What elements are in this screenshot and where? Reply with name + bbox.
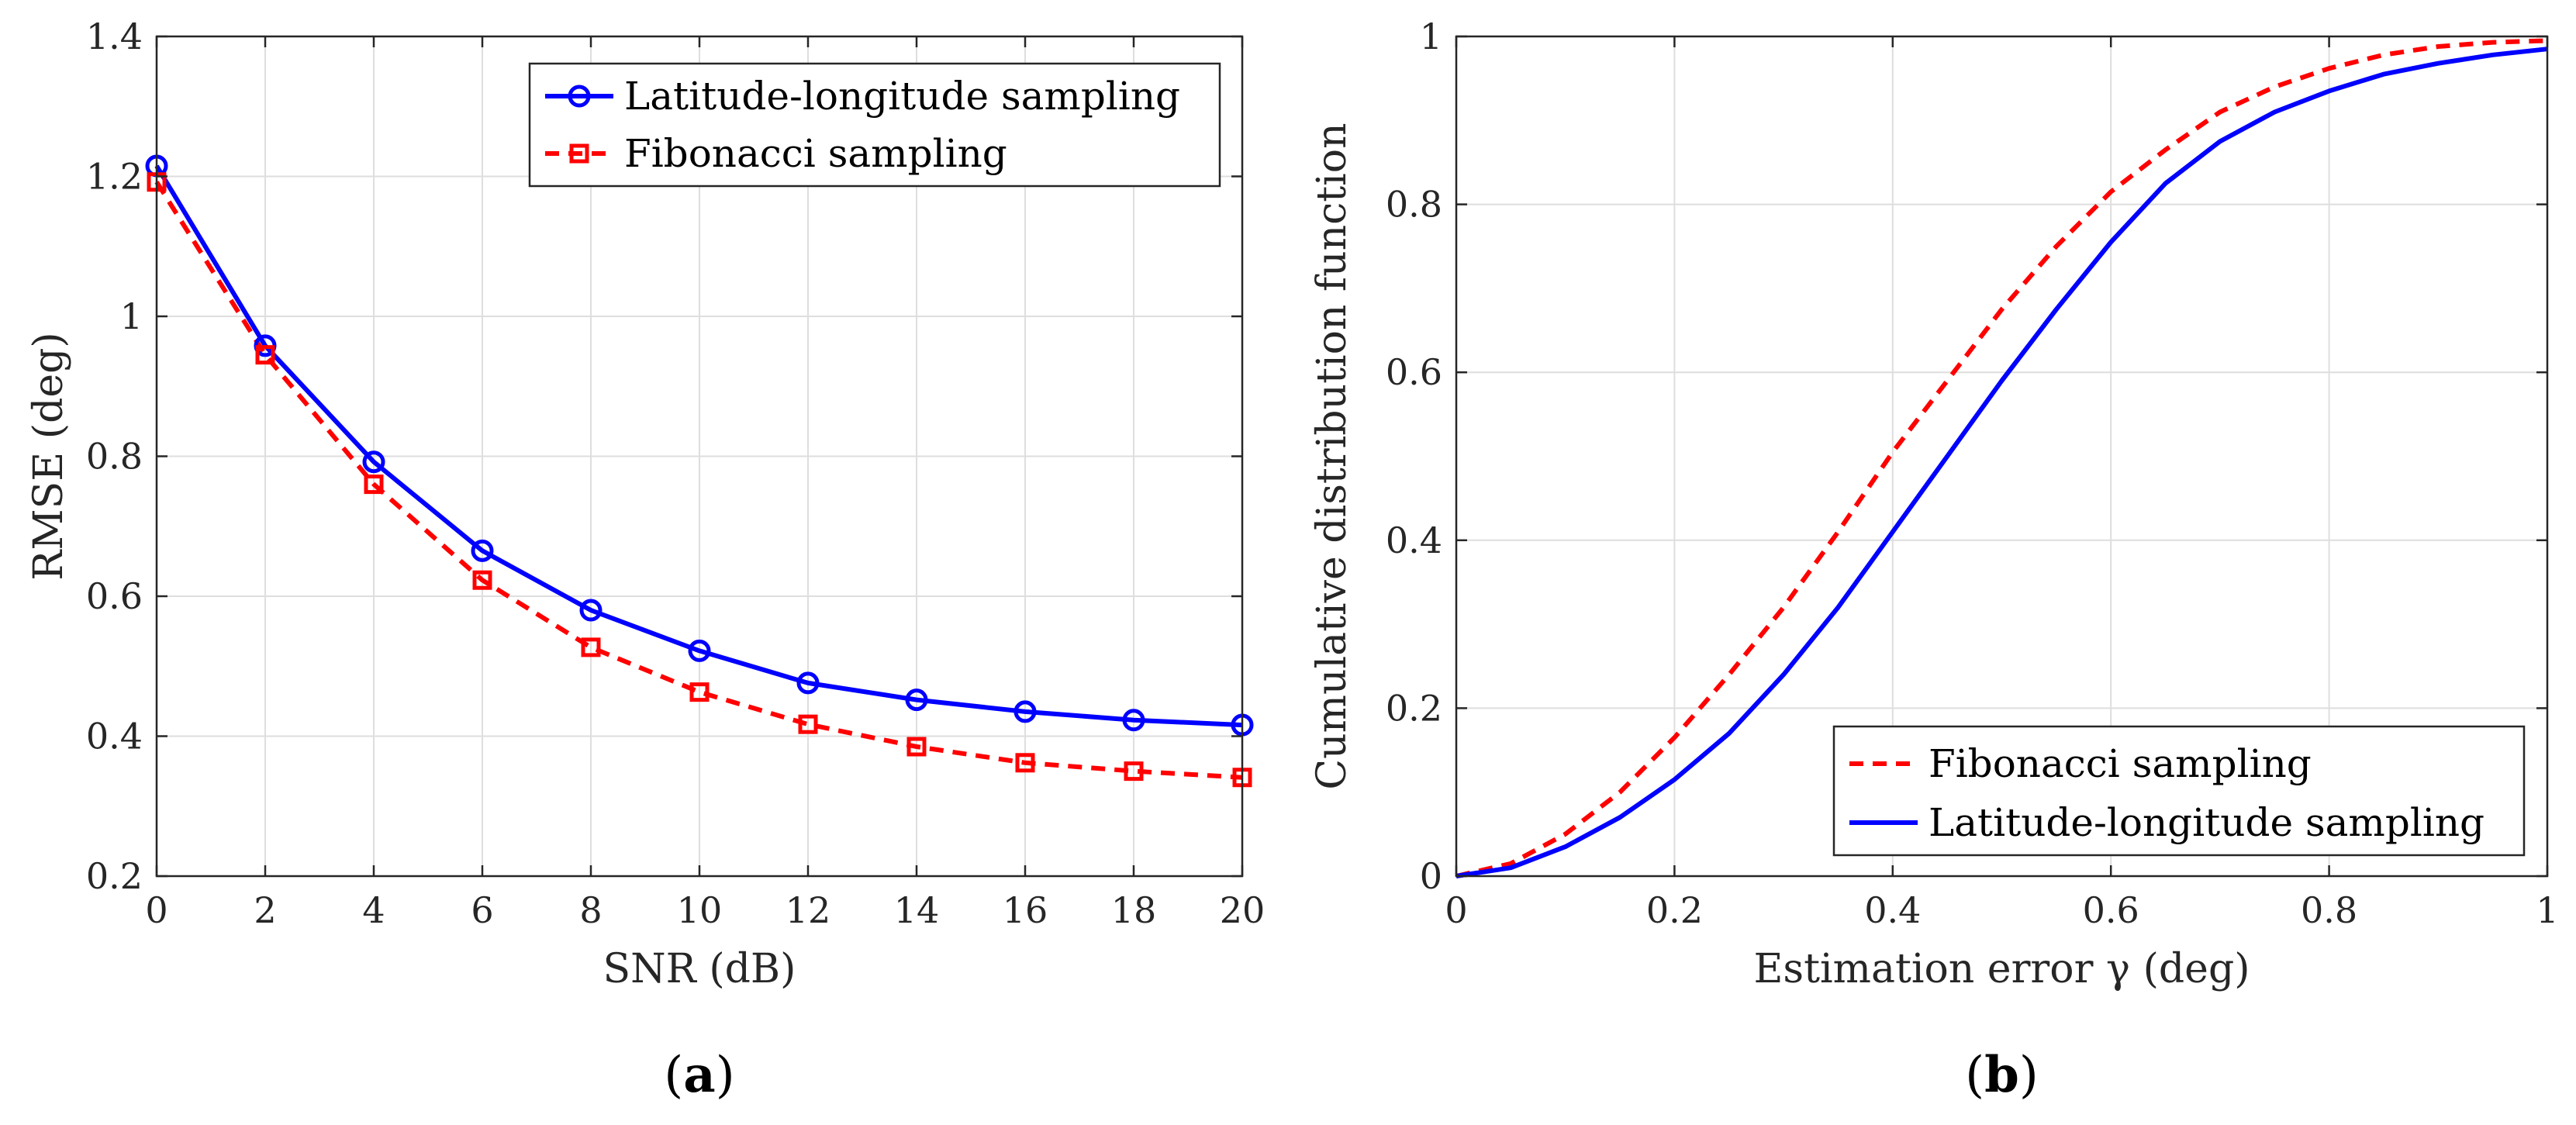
- b-xtick-label: 0: [1445, 889, 1467, 931]
- panel-a-legend-marker-fibonacci: [569, 143, 589, 164]
- a-ytick-label: 1: [120, 295, 143, 337]
- panel-b-x-ticks: 0 0.2 0.4 0.6 0.8 1: [1445, 36, 2559, 931]
- b-ytick-label: 0.4: [1386, 519, 1442, 561]
- a-xtick-label: 14: [894, 889, 940, 931]
- panel-a-legend-marker-latlong: [568, 85, 591, 108]
- b-ytick-label: 0.8: [1386, 184, 1442, 226]
- a-series-line-0: [154, 164, 1243, 728]
- panel-b-caption-letter: b: [1984, 1046, 2019, 1104]
- panel-b-chart: 0 0.2 0.4 0.6 0.8 1 0 0.2 0.4 0.6 0.8 1 Estimation…: [1309, 16, 2559, 1104]
- b-xtick-label: 0.2: [1646, 889, 1703, 931]
- a-xtick-label: 2: [254, 889, 276, 931]
- a-xtick-label: 12: [786, 889, 831, 931]
- panel-a-y-axis-label: RMSE (deg): [26, 332, 72, 580]
- panel-b-legend-box: [1832, 725, 2526, 857]
- panel-a-x-axis-label: SNR (dB): [603, 946, 796, 992]
- panel-a-chart: 0 2 4 6 8 10 12 14 16 18 20 0.2 0.4 0.6 0.8 1 1.2 1.4 SN…: [26, 16, 1265, 1104]
- panel-a-caption-letter: a: [683, 1046, 715, 1104]
- a-xtick-label: 10: [677, 889, 723, 931]
- a-marker-square: [472, 570, 492, 590]
- panel-a-legend: Latitude-longitude sampling Fibonacci sa…: [528, 62, 1221, 188]
- panel-a-caption-label: (a): [664, 1046, 734, 1104]
- a-marker-circle: [1013, 700, 1037, 723]
- b-ytick-label: 1: [1420, 16, 1442, 57]
- panel-b-caption-label: (b): [1965, 1046, 2039, 1104]
- a-marker-square: [798, 714, 818, 734]
- a-xtick-label: 18: [1111, 889, 1157, 931]
- a-marker-circle: [579, 599, 603, 622]
- a-xtick-label: 16: [1003, 889, 1048, 931]
- b-ytick-label: 0.2: [1386, 687, 1442, 729]
- a-ytick-label: 1.4: [86, 16, 143, 57]
- panel-a-lines: [154, 164, 1243, 780]
- panel-a-legend-label-fibonacci: Fibonacci sampling: [624, 131, 1007, 176]
- panel-b-x-axis-label: Estimation error γ (deg): [1753, 946, 2250, 992]
- a-xtick-label: 4: [362, 889, 385, 931]
- b-xtick-label: 0.8: [2301, 889, 2357, 931]
- a-marker-circle: [1122, 709, 1145, 732]
- panel-a-x-ticks: 0 2 4 6 8 10 12 14 16 18 20: [145, 36, 1265, 931]
- a-ytick-label: 1.2: [86, 156, 143, 198]
- b-ytick-label: 0.6: [1386, 351, 1442, 393]
- b-xtick-label: 0.6: [2083, 889, 2139, 931]
- a-marker-square: [1124, 761, 1144, 782]
- b-series-line-0: [1455, 38, 2548, 878]
- a-marker-square: [581, 637, 601, 657]
- panel-b-legend-label-fibonacci: Fibonacci sampling: [1929, 741, 2312, 786]
- a-ytick-label: 0.2: [86, 855, 143, 897]
- a-marker-square: [1015, 753, 1035, 773]
- panel-b-y-ticks: 0 0.2 0.4 0.6 0.8 1: [1386, 16, 2547, 897]
- panel-a-y-ticks: 0.2 0.4 0.6 0.8 1 1.2 1.4: [86, 16, 1242, 897]
- a-xtick-label: 0: [145, 889, 167, 931]
- a-xtick-label: 20: [1220, 889, 1266, 931]
- panel-b-legend-label-latlong: Latitude-longitude sampling: [1929, 800, 2484, 845]
- b-series-line-1: [1455, 47, 2548, 878]
- a-marker-circle: [362, 450, 385, 474]
- a-marker-square: [364, 475, 384, 495]
- a-marker-square: [255, 345, 275, 365]
- a-ytick-label: 0.4: [86, 716, 143, 757]
- a-marker-circle: [796, 671, 820, 695]
- a-marker-square: [689, 682, 710, 702]
- a-ytick-label: 0.6: [86, 575, 143, 617]
- a-ytick-label: 0.8: [86, 436, 143, 478]
- panel-b-axes-box: [1455, 35, 2549, 878]
- a-marker-circle: [471, 539, 494, 562]
- panel-a-legend-label-latlong: Latitude-longitude sampling: [624, 74, 1180, 119]
- b-xtick-label: 0.4: [1864, 889, 1921, 931]
- a-marker-circle: [688, 639, 711, 662]
- b-xtick-label: 1: [2536, 889, 2558, 931]
- a-marker-circle: [905, 688, 928, 712]
- a-xtick-label: 8: [579, 889, 602, 931]
- panel-a-legend-box: [528, 62, 1221, 188]
- panel-b-lines: [1455, 38, 2548, 878]
- panel-b-legend: Fibonacci sampling Latitude-longitude sa…: [1832, 725, 2526, 857]
- a-xtick-label: 6: [471, 889, 493, 931]
- a-marker-square: [906, 737, 927, 757]
- panel-b-y-axis-label: Cumulative distribution function: [1309, 123, 1355, 789]
- b-ytick-label: 0: [1420, 855, 1442, 897]
